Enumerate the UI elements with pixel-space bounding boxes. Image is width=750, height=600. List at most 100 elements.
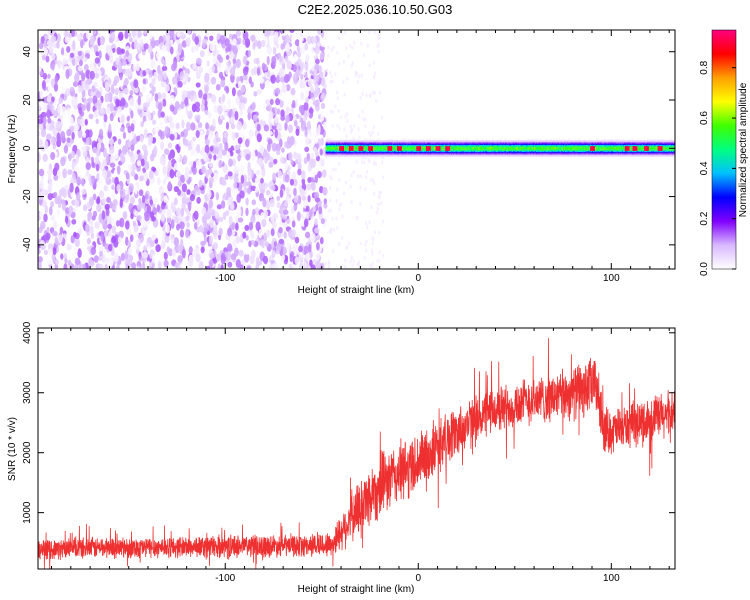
spectrogram-noise-cell	[264, 241, 269, 248]
spectrogram-signal-cell	[362, 144, 364, 147]
spectrogram-signal-cell	[377, 150, 379, 153]
spectrogram-signal-cell	[447, 138, 449, 141]
spectrogram-signal-cell	[435, 143, 437, 145]
spectrogram-signal-cell	[342, 147, 344, 149]
spectrogram-noise-cell	[47, 168, 53, 176]
spectrogram-signal-cell	[379, 141, 381, 143]
spectrogram-faint-cell	[356, 174, 360, 179]
spectrogram-noise-cell	[192, 136, 196, 142]
spectrogram-signal-cell	[414, 138, 416, 141]
spectrogram-noise-cell	[208, 176, 215, 184]
spectrogram-faint-cell	[355, 159, 358, 164]
spectrogram-signal-cell	[370, 144, 372, 147]
spectrogram-signal-cell	[390, 146, 392, 148]
spectrogram-noise-cell	[242, 66, 249, 76]
spectrogram-signal-cell	[432, 152, 434, 154]
spectrogram-signal-cell	[347, 143, 349, 145]
spectrogram-signal-cell	[348, 148, 350, 150]
spectrogram-signal-cell	[326, 154, 328, 156]
spectrogram-signal-cell	[326, 150, 328, 153]
spectrogram-signal-cell	[327, 141, 329, 143]
spectrogram-noise-cell	[107, 223, 113, 230]
spectrogram-noise-cell	[79, 209, 84, 217]
spectrogram-signal-cell	[417, 142, 419, 144]
spectrogram-signal-cell	[429, 144, 432, 147]
spectrogram-signal-cell	[354, 140, 356, 142]
spectrogram-faint-cell	[342, 59, 346, 64]
spectrogram-noise-cell	[38, 226, 43, 234]
spectrogram-signal-cell	[376, 155, 378, 158]
spectrogram-signal-cell	[414, 147, 416, 149]
spectrogram-signal-cell	[389, 155, 391, 158]
spectrogram-noise-cell	[46, 133, 52, 140]
spectrogram-noise-cell	[121, 145, 128, 155]
spectrogram-signal-cell	[381, 147, 383, 149]
spectrogram-signal-cell	[402, 148, 404, 150]
spectrogram-signal-cell	[350, 143, 352, 145]
spectrogram-signal-cell	[367, 148, 369, 150]
spectrogram-signal-cell	[325, 144, 327, 147]
spectrogram-noise-cell	[57, 103, 62, 114]
spectrogram-signal-cell	[344, 154, 347, 156]
spectrogram-signal-cell	[329, 138, 331, 141]
spectrogram-noise-cell	[248, 221, 254, 231]
spectrogram-noise-cell	[76, 33, 81, 40]
spectrogram-noise-cell	[62, 221, 67, 230]
spectrogram-signal-cell	[359, 149, 361, 151]
spectrogram-noise-cell	[173, 76, 178, 85]
spectrogram-signal-cell	[338, 154, 340, 156]
spectrogram-noise-cell	[160, 191, 164, 202]
spectrogram-noise-cell	[91, 215, 96, 221]
spectrogram-signal-cell	[418, 144, 420, 147]
spectrogram-noise-cell	[169, 104, 175, 112]
spectrogram-signal-cell	[334, 143, 336, 145]
spectrogram-signal-cell	[337, 140, 339, 142]
spectrogram-signal-cell	[453, 140, 455, 142]
spectrogram-signal-cell	[438, 150, 440, 153]
spectrogram-noise-cell	[183, 192, 187, 202]
spectrogram-noise-cell	[38, 104, 42, 110]
spectrogram-signal-cell	[363, 147, 365, 149]
spectrogram-signal-cell	[372, 147, 375, 149]
spectrogram-signal-cell	[397, 144, 399, 147]
spectrogram-signal-cell	[340, 154, 342, 156]
spectrogram-signal-cell	[387, 155, 389, 158]
spectrogram-noise-cell	[242, 231, 247, 239]
spectrogram-noise-cell	[304, 42, 309, 51]
spectrogram-signal-cell	[357, 141, 359, 143]
spectrogram-signal-cell	[355, 148, 357, 150]
spectrogram-noise-cell	[242, 74, 248, 81]
spectrogram-signal-cell	[388, 149, 390, 151]
spectrogram-signal-cell	[362, 148, 364, 150]
spectrogram-signal-cell	[464, 143, 466, 145]
spectrogram-noise-cell	[111, 236, 117, 244]
spectrogram-signal-cell	[433, 152, 435, 154]
spectrogram-signal-cell	[406, 149, 408, 151]
spectrogram-signal-cell	[406, 143, 408, 145]
spectrogram-signal-cell	[406, 155, 408, 158]
spectrogram-signal-cell	[411, 143, 413, 145]
spectrogram-faint-cell	[340, 115, 343, 120]
spectrogram-signal-cell	[333, 143, 335, 145]
spectrogram-signal-cell	[443, 153, 445, 155]
spectrogram-signal-cell	[447, 149, 449, 151]
spectrogram-noise-cell	[107, 49, 114, 57]
spectrogram-noise-cell	[85, 137, 90, 146]
spectrogram-faint-cell	[345, 134, 348, 139]
spectrogram-signal-cell	[404, 141, 406, 143]
spectrogram-signal-cell	[455, 146, 458, 148]
spectrogram-signal-cell	[362, 147, 364, 149]
spectrogram-noise-cell	[92, 30, 97, 36]
spectrogram-signal-cell	[344, 140, 347, 142]
spectrogram-signal-cell	[373, 146, 376, 148]
spectrogram-signal-cell	[386, 150, 388, 153]
spectrogram-signal-cell	[383, 143, 385, 145]
spectrogram-signal-cell	[436, 149, 438, 151]
spectrogram-signal-cell	[428, 141, 431, 143]
spectrogram-signal-cell	[395, 147, 397, 149]
spectrogram-signal-cell	[367, 153, 369, 155]
spectrogram-noise-cell	[60, 47, 65, 56]
spectrogram-signal-cell	[325, 150, 327, 153]
spectrogram-faint-cell	[350, 127, 354, 132]
spectrogram-signal-cell	[371, 150, 374, 153]
